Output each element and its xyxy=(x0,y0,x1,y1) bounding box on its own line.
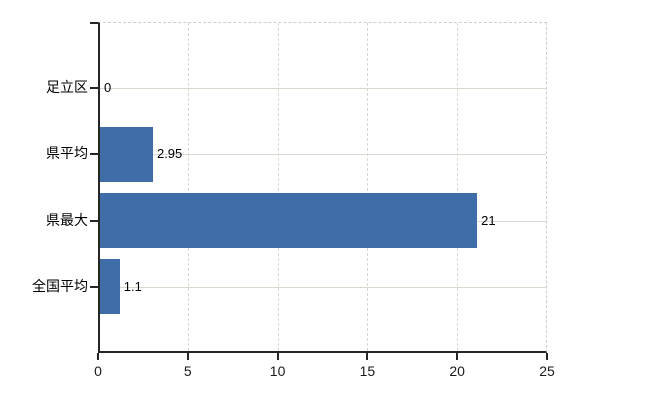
y-axis-tick xyxy=(90,153,98,156)
gridline-vertical xyxy=(367,23,369,351)
y-axis-tick xyxy=(90,285,98,288)
x-axis-tick-label: 20 xyxy=(449,363,465,379)
bar-value-label: 1.1 xyxy=(123,278,142,294)
x-axis-tick xyxy=(546,353,548,360)
bar-value-label: 2.95 xyxy=(156,146,183,162)
x-axis-tick-label: 25 xyxy=(539,363,555,379)
category-label: 全国平均 xyxy=(32,277,88,294)
gridline-horizontal xyxy=(100,154,546,156)
y-axis-tick xyxy=(90,22,98,24)
x-axis-tick xyxy=(186,353,189,360)
category-label: 足立区 xyxy=(46,79,88,96)
bar-value-label: 21 xyxy=(481,212,496,228)
x-axis-tick xyxy=(97,353,99,360)
category-label: 県最大 xyxy=(46,211,88,228)
bar xyxy=(100,126,153,182)
bar-value-label: 0 xyxy=(104,80,112,96)
gridline-vertical xyxy=(277,23,279,351)
x-axis-tick-label: 10 xyxy=(269,363,286,379)
category-label: 県平均 xyxy=(46,145,88,162)
x-axis-tick-label: 5 xyxy=(183,363,192,379)
x-axis-tick xyxy=(366,353,369,360)
gridline-vertical xyxy=(457,23,459,351)
bar xyxy=(100,259,120,315)
x-axis-tick xyxy=(456,353,459,360)
bar xyxy=(100,193,478,249)
x-axis-tick-label: 0 xyxy=(94,363,102,379)
y-axis-tick xyxy=(90,87,98,90)
y-axis-tick xyxy=(90,219,98,222)
gridline-horizontal xyxy=(100,286,546,288)
gridline-horizontal xyxy=(100,88,546,90)
x-axis-tick-label: 15 xyxy=(359,363,376,379)
plot-area: 0 2.95 21 1.1 xyxy=(98,22,547,353)
x-axis-tick xyxy=(276,353,279,360)
gridline-vertical xyxy=(187,23,189,351)
